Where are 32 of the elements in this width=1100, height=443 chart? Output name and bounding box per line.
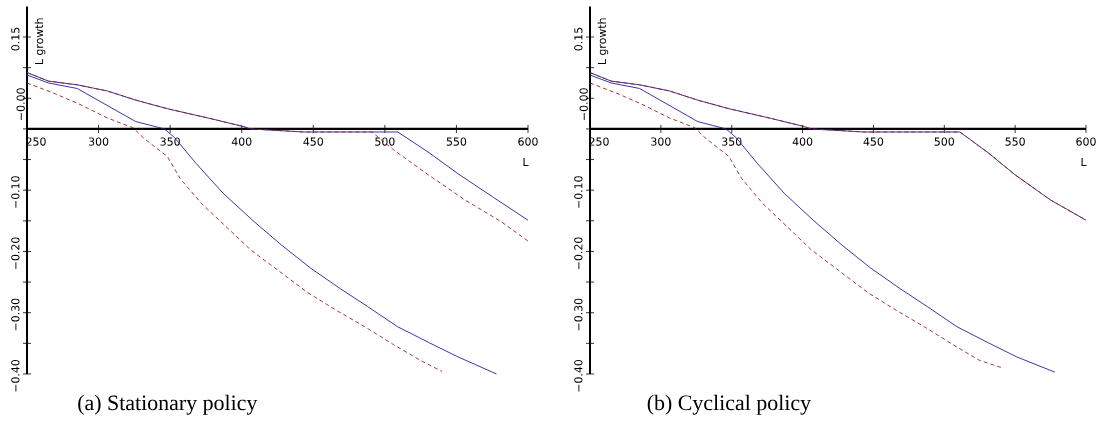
x-tick-label: 500 bbox=[375, 137, 395, 146]
x-tick-label: 600 bbox=[518, 137, 538, 146]
y-tick-label: −0.20 bbox=[11, 237, 20, 270]
x-tick-label: 450 bbox=[303, 137, 324, 146]
x-tick-label: 500 bbox=[934, 137, 955, 146]
x-tick-label: 400 bbox=[792, 137, 813, 146]
x-tick-label: 350 bbox=[722, 137, 742, 146]
x-tick-label: 350 bbox=[160, 137, 180, 146]
x-tick-label: 550 bbox=[446, 137, 467, 146]
x-tick-label: 400 bbox=[231, 137, 252, 146]
text: −0.00 bbox=[16, 88, 25, 120]
y-axis-title: L growth bbox=[597, 18, 609, 65]
x-tick-label: 600 bbox=[1076, 137, 1096, 146]
y-tick-label: 0.15 bbox=[11, 27, 20, 51]
x-axis-title: L bbox=[1081, 157, 1087, 166]
y-tick-label: −0.10 bbox=[574, 176, 583, 208]
text: −0.00 bbox=[579, 88, 588, 120]
y-tick-label: −0.40 bbox=[574, 359, 583, 392]
text: (b) Cyclical policy bbox=[647, 394, 811, 415]
y-tick-label: −0.40 bbox=[11, 359, 20, 392]
y-tick-label: −0.30 bbox=[574, 298, 583, 331]
text: (a) Stationary policy bbox=[78, 394, 258, 415]
x-tick-label: 450 bbox=[863, 137, 884, 146]
x-tick-label: 300 bbox=[88, 137, 109, 146]
x-tick-label: 300 bbox=[651, 137, 671, 146]
y-tick-label: −0.10 bbox=[11, 176, 20, 208]
y-tick-label: −0.30 bbox=[11, 298, 20, 331]
x-tick-label: 550 bbox=[1005, 137, 1025, 146]
y-tick-label: 0.15 bbox=[574, 27, 583, 51]
y-axis-title: L growth bbox=[34, 18, 46, 65]
y-tick-label: −0.20 bbox=[574, 237, 583, 270]
x-axis-title: L bbox=[523, 157, 529, 166]
